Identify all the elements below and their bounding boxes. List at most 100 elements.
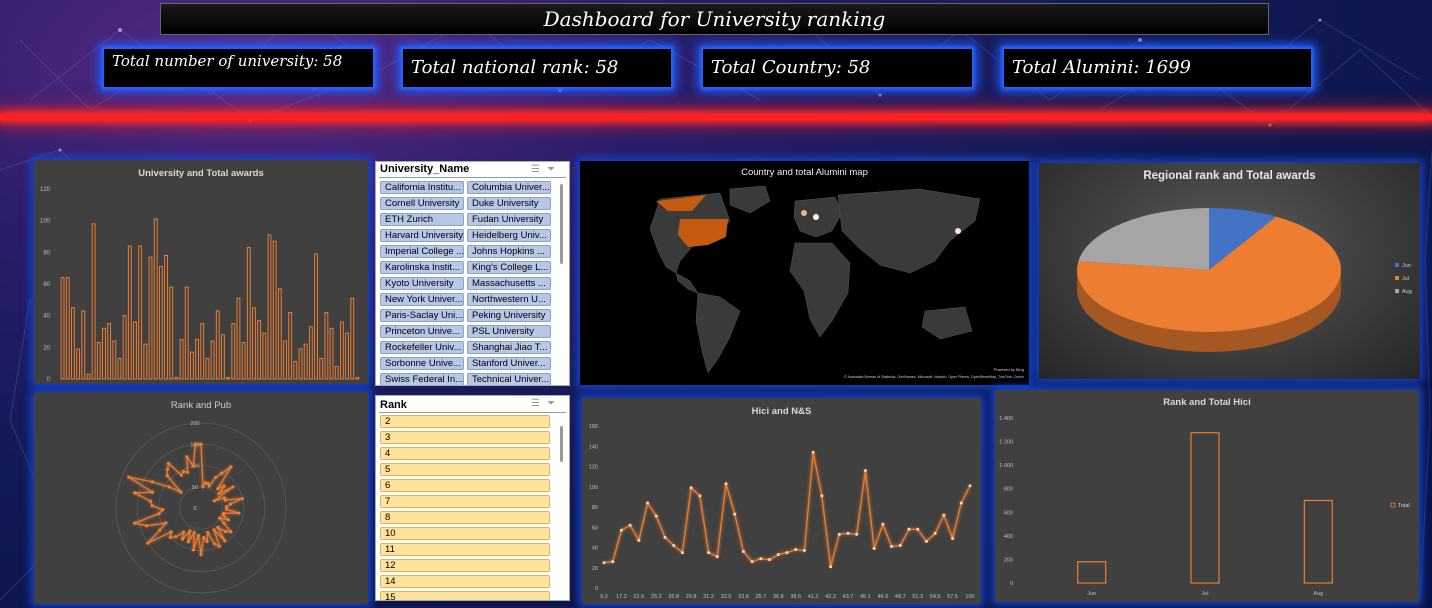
- university-slicer-item[interactable]: Harvard University: [380, 229, 464, 242]
- rank-slicer-item[interactable]: 7: [380, 495, 550, 508]
- radar-point: [202, 536, 206, 540]
- university-slicer-item[interactable]: Princeton Unive...: [380, 325, 464, 338]
- bar: [76, 348, 81, 380]
- x-tick-label: 31.2: [703, 594, 714, 600]
- university-slicer-item[interactable]: California Institu...: [380, 181, 464, 194]
- radar-point: [181, 530, 186, 534]
- legend-label: Aug: [1402, 289, 1412, 295]
- line-point: [855, 532, 859, 536]
- university-slicer-item[interactable]: Peking University: [467, 309, 551, 322]
- map-region-europe-points: [813, 214, 819, 220]
- university-slicer-item[interactable]: PSL University: [467, 325, 551, 338]
- line-point: [663, 535, 667, 539]
- university-slicer-item[interactable]: Northwestern U...: [467, 293, 551, 306]
- rank-slicer-item[interactable]: 14: [380, 575, 550, 588]
- university-slicer-item[interactable]: King's College L...: [467, 261, 551, 274]
- awards-chart-panel: University and Total awards 0 20 40 60 80 100…: [34, 160, 368, 384]
- radar-point: [206, 481, 210, 486]
- bar: [283, 340, 287, 380]
- rank-slicer-item[interactable]: 12: [380, 559, 550, 572]
- university-slicer-item[interactable]: Johns Hopkins ...: [467, 245, 551, 258]
- map-region-japan: [955, 228, 961, 234]
- radar-ring-label: 50: [192, 485, 198, 491]
- slicer-toolbar: ☰ ⏷: [531, 164, 561, 176]
- bar: [319, 357, 324, 380]
- line-point: [672, 543, 676, 547]
- radar-point: [216, 487, 220, 491]
- radar-ring-label: 0: [193, 506, 196, 512]
- bar: [293, 361, 298, 380]
- university-slicer-item[interactable]: Columbia Univer...: [467, 181, 551, 194]
- rank-slicer-item[interactable]: 2: [380, 415, 550, 428]
- radar-point: [161, 508, 165, 512]
- map-region-asia: [837, 188, 981, 274]
- radar-point: [168, 535, 172, 539]
- multi-select-icon[interactable]: ☰: [531, 398, 540, 409]
- x-tick-label: 57.5: [947, 594, 958, 600]
- university-slicer-item[interactable]: Sorbonne Unive...: [380, 357, 464, 370]
- map-panel: Country and total Alumini map Powered by…: [580, 161, 1029, 385]
- bar: [215, 310, 220, 380]
- university-slicer-item[interactable]: Stanford Univer...: [467, 357, 551, 370]
- university-slicer-item[interactable]: Duke University: [467, 197, 551, 210]
- multi-select-icon[interactable]: ☰: [531, 164, 540, 175]
- university-slicer-item[interactable]: Cornell University: [380, 197, 464, 210]
- rank-slicer-item[interactable]: 4: [380, 447, 550, 460]
- line-point: [619, 528, 623, 532]
- radar-point: [185, 455, 189, 459]
- rank-slicer-item[interactable]: 15: [380, 591, 550, 600]
- university-slicer-item[interactable]: Rockefeller Univ...: [380, 341, 464, 354]
- radar-point: [127, 475, 131, 479]
- y-tick-label: 80: [592, 505, 598, 511]
- university-slicer-item[interactable]: Heidelberg Univ...: [467, 229, 551, 242]
- university-slicer-item[interactable]: New York Univer...: [380, 293, 464, 306]
- bar: [350, 297, 355, 380]
- line-point: [637, 538, 641, 542]
- awards-chart-title: University and Total awards: [138, 168, 264, 179]
- bar: [303, 343, 308, 380]
- rank-slicer-item[interactable]: 6: [380, 479, 550, 492]
- y-tick-label: 20: [592, 566, 598, 572]
- bar: [1077, 561, 1107, 584]
- university-slicer-scrollbar[interactable]: [560, 184, 563, 264]
- bar: [102, 327, 106, 380]
- university-slicer-item[interactable]: Swiss Federal In...: [380, 373, 464, 385]
- university-slicer-item[interactable]: Imperial College ...: [380, 245, 464, 258]
- university-slicer-item[interactable]: Technical Univer...: [467, 373, 551, 385]
- university-slicer-item[interactable]: Massachusetts ...: [467, 277, 551, 290]
- x-tick-label: 26.8: [668, 594, 679, 600]
- rank-slicer-item[interactable]: 3: [380, 431, 550, 444]
- map-region-central-america: [675, 272, 699, 294]
- rank-slicer-item[interactable]: 5: [380, 463, 550, 476]
- pie-slice: [1209, 208, 1277, 270]
- rank-slicer-item[interactable]: 8: [380, 511, 550, 524]
- university-slicer-item[interactable]: Shanghai Jiao T...: [467, 341, 551, 354]
- rank-slicer-item[interactable]: 11: [380, 543, 550, 556]
- x-tick-label: 46.9: [877, 594, 888, 600]
- radar-point: [220, 471, 224, 475]
- line-point: [802, 549, 806, 553]
- y-tick-label: 100: [589, 485, 598, 491]
- university-slicer-item[interactable]: ETH Zurich: [380, 213, 464, 226]
- rank-slicer-scrollbar[interactable]: [560, 426, 563, 462]
- radar-point: [222, 484, 226, 488]
- pie-slice: [1077, 216, 1341, 332]
- bar: [164, 255, 168, 380]
- rank-slicer: Rank ☰ ⏷ 2 3 4 5 6 7 8 10 11 12 14 15: [375, 395, 570, 601]
- university-slicer-item[interactable]: Fudan University: [467, 213, 551, 226]
- regional-pie-chart: Jun Jul Aug: [1077, 208, 1412, 352]
- university-slicer-item[interactable]: Karolinska Instit...: [380, 261, 464, 274]
- university-slicer-item[interactable]: Paris-Saclay Uni...: [380, 309, 464, 322]
- y-tick-label: 120: [40, 187, 51, 193]
- clear-filter-icon[interactable]: ⏷: [547, 164, 555, 175]
- university-slicer-item[interactable]: Kyoto University: [380, 277, 464, 290]
- bar: [60, 277, 65, 380]
- y-tick-label: 800: [1004, 487, 1013, 493]
- bar: [210, 340, 215, 380]
- kpi-total-alumini: Total Alumini: 1699: [1004, 49, 1311, 87]
- clear-filter-icon[interactable]: ⏷: [547, 398, 555, 409]
- bar: [308, 326, 313, 380]
- rank-slicer-item[interactable]: 10: [380, 527, 550, 540]
- y-tick-label: 1 000: [999, 463, 1013, 469]
- line-point: [811, 450, 815, 454]
